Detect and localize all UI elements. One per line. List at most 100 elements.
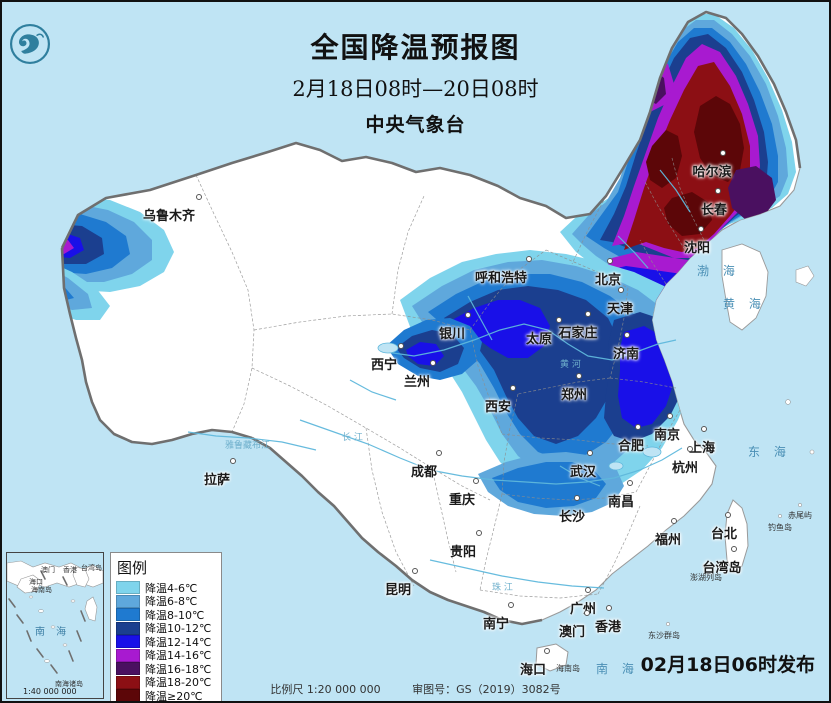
- city-marker-dot: [698, 226, 704, 232]
- city-label: 郑州: [560, 388, 588, 403]
- city-marker-dot: [585, 311, 591, 317]
- map-scale-text: 比例尺 1:20 000 000: [270, 683, 381, 696]
- legend-item-label: 降温12-14℃: [145, 635, 212, 649]
- city-label: 香港: [594, 620, 622, 635]
- footer-meta: 比例尺 1:20 000 000 审图号：GS（2019）3082号: [0, 681, 831, 697]
- legend-item-label: 降温≥20℃: [145, 689, 203, 703]
- inset-scale-text: 1:40 000 000: [23, 687, 77, 696]
- legend-color-swatch: [116, 594, 140, 608]
- legend-color-swatch: [116, 648, 140, 662]
- city-marker-dot: [671, 518, 677, 524]
- sea-label: 渤 海: [697, 264, 740, 278]
- city-label: 兰州: [403, 375, 431, 390]
- island-label: 澎湖列岛: [690, 573, 722, 582]
- city-label: 贵阳: [449, 545, 477, 560]
- legend-panel: 图例 降温4-6℃ 降温6-8℃ 降温8-10℃ 降温10-12℃ 降温12-14℃ 降温…: [110, 552, 222, 703]
- legend-color-swatch: [116, 608, 140, 622]
- legend-item: 降温≥20℃: [116, 689, 216, 703]
- city-label: 杭州: [671, 461, 699, 476]
- city-marker-dot: [576, 373, 582, 379]
- inset-place-label: 澳门: [41, 566, 55, 574]
- city-marker-dot: [584, 610, 590, 616]
- legend-item-label: 降温6-8℃: [145, 595, 198, 609]
- legend-color-swatch: [116, 581, 140, 595]
- legend-color-swatch: [116, 635, 140, 649]
- legend-item: 降温6-8℃: [116, 594, 216, 609]
- legend-item: 降温12-14℃: [116, 635, 216, 649]
- city-label: 太原: [525, 332, 553, 347]
- legend-items: 降温4-6℃ 降温6-8℃ 降温8-10℃ 降温10-12℃ 降温12-14℃ 降温14-…: [116, 581, 216, 703]
- city-label: 南京: [653, 428, 681, 443]
- city-marker-dot: [196, 194, 202, 200]
- city-marker-dot: [510, 385, 516, 391]
- band-6-8-xinjiang-lobe: [62, 252, 92, 310]
- band-12-14-shanxi: [452, 300, 550, 358]
- city-label: 石家庄: [558, 326, 598, 341]
- legend-color-swatch: [116, 662, 140, 676]
- legend-item-label: 降温8-10℃: [145, 608, 205, 622]
- island-label: 海南岛: [556, 664, 580, 673]
- city-marker-dot: [587, 450, 593, 456]
- legend-item: 降温4-6℃: [116, 581, 216, 595]
- city-label: 西安: [484, 400, 512, 415]
- band-14-16-xinjiang: [62, 240, 74, 254]
- river-label: 长 江: [342, 433, 363, 443]
- city-marker-dot: [635, 424, 641, 430]
- band-10-12-xinjiang-lobe: [18, 264, 56, 294]
- city-label: 重庆: [448, 493, 476, 508]
- city-marker-dot: [412, 568, 418, 574]
- legend-item-label: 降温16-18℃: [145, 662, 212, 676]
- sea-label: 黄 海: [723, 297, 766, 311]
- city-label: 台湾岛: [702, 561, 742, 576]
- city-marker-dot: [715, 188, 721, 194]
- city-label: 昆明: [384, 583, 412, 598]
- city-label: 武汉: [569, 465, 597, 480]
- city-label: 合肥: [617, 439, 645, 454]
- city-marker-dot: [731, 546, 737, 552]
- legend-item-label: 降温14-16℃: [145, 649, 212, 663]
- city-label: 天津: [606, 302, 634, 317]
- city-label: 广州: [569, 602, 597, 617]
- legend-item: 降温18-20℃: [116, 675, 216, 689]
- city-label: 南昌: [607, 495, 635, 510]
- island-label: 钓鱼岛: [768, 523, 792, 532]
- city-marker-dot: [585, 587, 591, 593]
- band-16-18-east: [728, 166, 776, 220]
- city-marker-dot: [701, 426, 707, 432]
- inset-place-label: 海南岛: [31, 586, 52, 594]
- legend-item: 降温14-16℃: [116, 648, 216, 663]
- city-marker-dot: [687, 446, 693, 452]
- city-label: 乌鲁木齐: [142, 209, 196, 224]
- city-label: 福州: [654, 533, 682, 548]
- legend-item-label: 降温10-12℃: [145, 622, 212, 636]
- issue-time-text: 02月18日06时发布: [640, 654, 815, 676]
- city-marker-dot: [473, 478, 479, 484]
- city-label: 南宁: [482, 617, 510, 632]
- band-12-14-east-lobe: [618, 326, 674, 428]
- national-border: [60, 10, 802, 626]
- river-label: 雅鲁藏布江: [225, 441, 271, 451]
- city-label: 上海: [688, 441, 716, 456]
- city-label: 长春: [700, 203, 728, 218]
- city-label: 拉萨: [203, 473, 231, 488]
- city-marker-dot: [476, 530, 482, 536]
- island-label: 东沙群岛: [648, 631, 680, 640]
- rivers: [187, 169, 691, 589]
- city-marker-dot: [667, 413, 673, 419]
- city-marker-dot: [556, 317, 562, 323]
- city-label: 哈尔滨: [692, 165, 732, 180]
- city-marker-dot: [624, 332, 630, 338]
- city-marker-dot: [544, 648, 550, 654]
- legend-item: 降温10-12℃: [116, 621, 216, 636]
- city-marker-dot: [627, 480, 633, 486]
- city-marker-dot: [720, 150, 726, 156]
- band-ge20-patch-c: [664, 192, 712, 236]
- city-label: 海口: [519, 663, 547, 678]
- inset-place-label: 南海诸岛: [55, 680, 83, 688]
- city-marker-dot: [465, 312, 471, 318]
- city-marker-dot: [398, 343, 404, 349]
- city-marker-dot: [607, 258, 613, 264]
- river-label: 黄 河: [560, 360, 581, 370]
- city-marker-dot: [618, 287, 624, 293]
